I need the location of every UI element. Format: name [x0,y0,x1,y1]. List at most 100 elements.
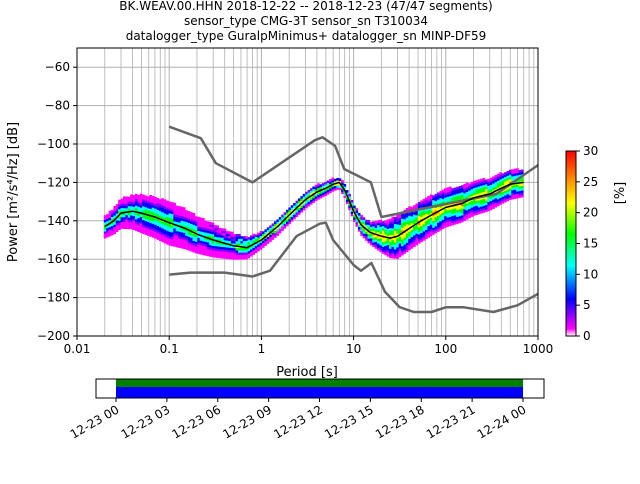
density-cell [317,185,320,189]
density-cell [453,205,457,209]
density-cell [221,232,224,236]
density-cell [206,223,210,227]
density-cell [403,235,407,238]
density-cell [396,217,399,220]
density-cell [120,203,124,206]
density-cell [185,247,188,250]
density-cell [185,240,188,243]
density-cell [233,234,236,237]
density-cell [434,221,438,225]
density-cell [151,195,155,199]
density-cell [489,200,493,204]
density-cell [401,243,404,247]
density-cell [154,226,157,230]
density-cell [216,246,220,249]
density-cell [163,238,167,242]
density-cell [427,228,431,231]
density-cell [206,244,210,248]
y-axis-label: Power [m²/s⁴/Hz] [dB] [6,122,21,262]
density-cell [214,229,217,233]
density-cell [360,226,363,229]
density-cell [137,222,140,226]
density-cell [501,191,505,195]
density-cell [441,198,445,202]
density-cell [468,211,471,214]
density-cell [192,212,196,216]
density-cell [149,208,152,212]
density-cell [127,221,131,225]
density-cell [173,225,176,229]
density-cell [472,187,476,191]
density-cell [151,202,155,206]
density-cell [360,233,363,236]
density-cell [456,219,459,222]
density-cell [345,190,349,193]
density-cell [520,192,524,196]
density-cell [264,240,268,244]
density-cell [245,243,248,246]
density-cell [439,225,443,229]
density-cell [343,193,347,196]
density-cell [408,224,411,228]
density-cell [314,198,318,202]
density-cell [204,223,208,226]
density-cell [228,254,232,258]
density-cell [166,230,169,234]
density-cell [489,189,493,192]
density-cell [441,196,445,200]
density-cell [401,234,404,238]
density-cell [384,238,387,242]
density-cell [192,238,196,241]
density-cell [489,182,493,185]
density-cell [477,184,481,187]
density-cell [228,256,232,260]
density-cell [185,212,188,216]
density-cell [235,238,239,242]
density-cell [226,254,229,257]
density-cell [487,178,490,182]
density-cell [468,192,471,196]
density-cell [482,210,486,213]
density-cell [266,229,270,233]
density-cell [487,190,490,193]
density-cell [257,248,260,252]
density-cell [420,200,423,204]
density-cell [180,234,184,237]
density-cell [214,225,217,228]
density-cell [386,242,390,246]
density-cell [506,180,510,183]
density-cell [151,235,155,238]
density-cell [130,205,133,209]
density-cell [456,189,459,192]
density-cell [413,232,416,236]
density-cell [182,207,186,210]
density-cell [168,229,172,232]
density-cell [163,199,167,202]
density-cell [202,227,205,230]
density-cell [166,228,169,231]
density-cell [329,190,332,194]
density-cell [465,210,469,213]
density-cell [415,233,419,237]
density-cell [434,228,438,232]
density-cell [206,246,210,250]
density-cell [202,236,205,240]
density-cell [197,226,200,229]
density-cell [209,226,212,230]
density-cell [501,198,505,202]
density-cell [420,205,423,208]
density-cell [324,184,327,187]
density-cell [444,204,447,207]
density-cell [410,243,414,247]
density-cell [175,210,179,213]
density-cell [415,215,419,218]
density-cell [401,236,404,240]
density-cell [355,208,359,211]
x-tick-label: 100 [434,342,457,356]
density-cell [161,198,164,201]
density-cell [492,176,495,179]
density-cell [468,213,471,216]
density-cell [360,221,363,225]
density-cell [182,230,186,233]
density-cell [417,204,421,207]
